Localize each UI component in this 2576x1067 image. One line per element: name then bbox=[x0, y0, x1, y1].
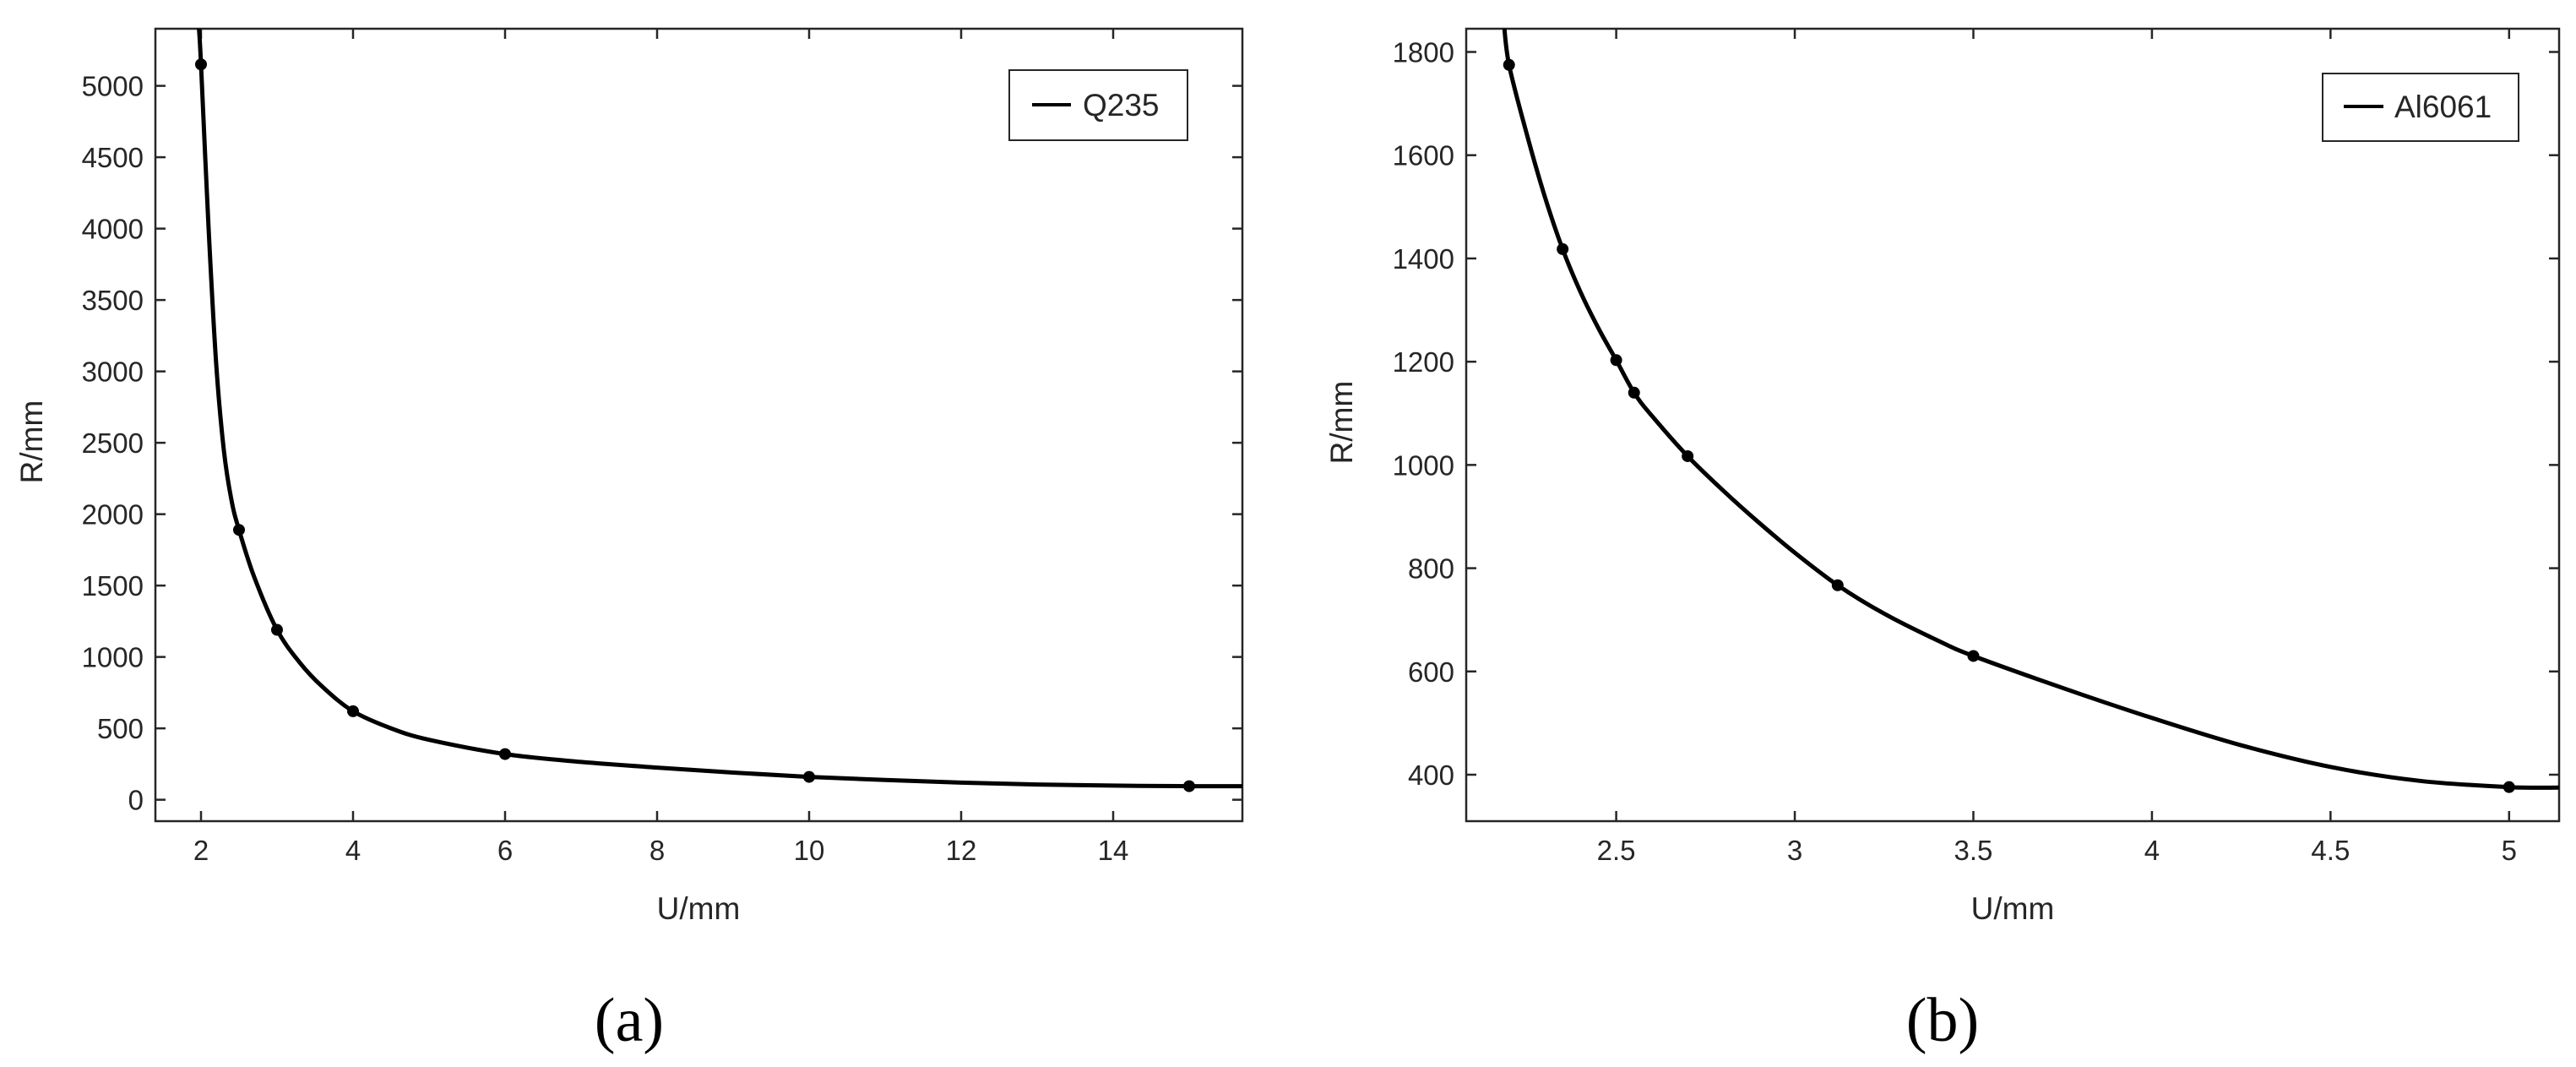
x-tick-label: 2 bbox=[193, 835, 209, 866]
y-tick-label: 500 bbox=[97, 713, 144, 744]
y-tick-label: 600 bbox=[1408, 656, 1454, 688]
y-axis-label-b: R/mm bbox=[1324, 381, 1359, 465]
series-line-q235 bbox=[197, 29, 1242, 789]
x-axis-label-b: U/mm bbox=[1971, 891, 2055, 926]
chart-panel-a: 2 4 6 8 10 12 14 0 500 1000 1500 2000 2500 3000 3500 40… bbox=[14, 27, 1244, 926]
y-tick-label: 1500 bbox=[82, 570, 144, 602]
data-point bbox=[803, 770, 815, 783]
y-tick-label: 800 bbox=[1408, 553, 1454, 585]
marker-layer-a bbox=[195, 58, 1195, 792]
x-tick-label: 2.5 bbox=[1597, 835, 1636, 866]
x-tick-label: 14 bbox=[1098, 835, 1129, 866]
x-tick-label: 5 bbox=[2502, 835, 2517, 866]
plot-area-b bbox=[1465, 27, 2561, 823]
x-tick-label: 3.5 bbox=[1954, 835, 1993, 866]
plot-area-a bbox=[154, 27, 1244, 823]
y-tick-label: 3000 bbox=[82, 357, 144, 388]
y-tick-label: 2500 bbox=[82, 427, 144, 459]
data-point bbox=[1628, 386, 1640, 399]
legend-label-q235: Q235 bbox=[1083, 88, 1160, 122]
panel-label-a: (a) bbox=[595, 986, 664, 1055]
chart-panel-b: 2.5 3 3.5 4 4.5 5 400 600 800 1000 1200 1400 1600 180… bbox=[1324, 27, 2561, 926]
captions: (a) (b) bbox=[595, 986, 1979, 1055]
data-point bbox=[1682, 449, 1694, 462]
y-tick-label: 1600 bbox=[1393, 140, 1454, 171]
x-tick-label: 8 bbox=[649, 835, 665, 866]
y-tick-label: 400 bbox=[1408, 759, 1454, 791]
y-tick-label: 5000 bbox=[82, 71, 144, 102]
legend-label-al6061: Al6061 bbox=[2394, 90, 2492, 124]
x-tick-label: 4 bbox=[2144, 835, 2160, 866]
data-point bbox=[2503, 781, 2515, 793]
y-tick-label: 4000 bbox=[82, 214, 144, 245]
data-point bbox=[347, 705, 359, 717]
data-point bbox=[1967, 650, 1980, 662]
x-tick-label: 4.5 bbox=[2311, 835, 2350, 866]
data-point bbox=[1183, 780, 1195, 792]
y-tick-label: 1400 bbox=[1393, 243, 1454, 275]
tick-layer-a: 2 4 6 8 10 12 14 0 500 1000 1500 2000 2500 3000 3500 40… bbox=[82, 29, 1242, 866]
legend-a: Q235 bbox=[1008, 69, 1188, 141]
x-axis-label-a: U/mm bbox=[657, 891, 741, 926]
y-tick-label: 1000 bbox=[1393, 449, 1454, 481]
x-tick-label: 6 bbox=[497, 835, 513, 866]
panel-label-b: (b) bbox=[1906, 986, 1979, 1055]
y-tick-label: 1800 bbox=[1393, 36, 1454, 68]
x-tick-label: 3 bbox=[1787, 835, 1802, 866]
marker-layer-b bbox=[1503, 58, 2515, 793]
data-point bbox=[233, 524, 245, 536]
legend-b: Al6061 bbox=[2322, 73, 2519, 142]
data-point bbox=[1610, 354, 1622, 367]
x-tick-label: 12 bbox=[946, 835, 977, 866]
data-point bbox=[1503, 58, 1515, 71]
data-point bbox=[271, 623, 283, 636]
y-tick-label: 1200 bbox=[1393, 346, 1454, 378]
data-point bbox=[1557, 242, 1569, 255]
x-tick-label: 4 bbox=[345, 835, 361, 866]
data-point bbox=[499, 748, 511, 760]
y-tick-label: 2000 bbox=[82, 499, 144, 531]
y-tick-label: 3500 bbox=[82, 285, 144, 316]
y-tick-label: 4500 bbox=[82, 142, 144, 173]
x-tick-label: 10 bbox=[794, 835, 825, 866]
data-point bbox=[195, 58, 207, 71]
y-tick-label: 1000 bbox=[82, 642, 144, 673]
y-axis-label-a: R/mm bbox=[14, 400, 49, 484]
data-point bbox=[1831, 579, 1844, 591]
y-tick-label: 0 bbox=[128, 785, 144, 816]
tick-layer-b: 2.5 3 3.5 4 4.5 5 400 600 800 1000 1200 1400 1600 180… bbox=[1393, 29, 2559, 866]
